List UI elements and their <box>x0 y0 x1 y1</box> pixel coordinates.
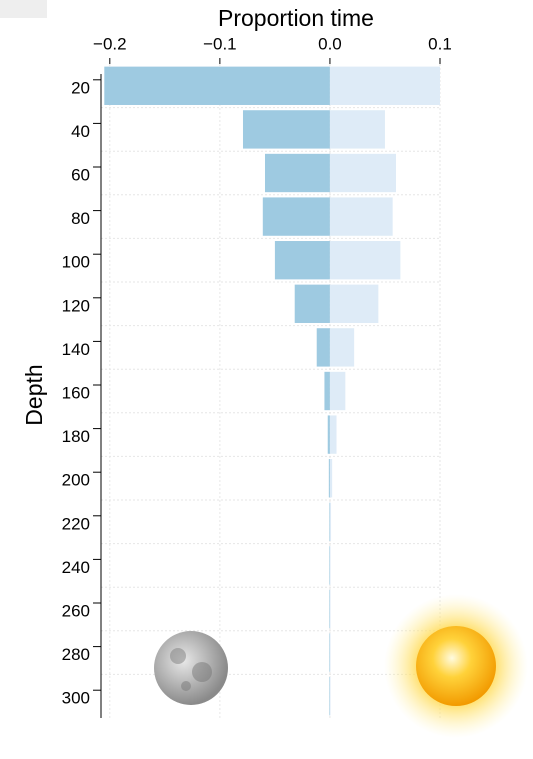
bar <box>316 328 330 367</box>
bar <box>294 284 330 323</box>
y-axis-label: Depth <box>21 364 47 425</box>
y-tick-label: 20 <box>71 78 90 97</box>
bar <box>329 110 385 149</box>
bar <box>274 241 330 280</box>
y-tick-label: 220 <box>62 514 90 533</box>
chart-title: Proportion time <box>218 5 374 31</box>
y-tick-label: 120 <box>62 296 90 315</box>
bar <box>264 153 330 193</box>
bar <box>329 546 330 585</box>
plot: −0.2 −0.1 0.0 0.1 20 40 60 80 100 120 140 160 180 200… <box>62 34 452 718</box>
bar <box>262 197 330 236</box>
sun <box>384 594 528 738</box>
y-tick-label: 140 <box>62 340 90 359</box>
corner-patch <box>0 0 47 18</box>
bar <box>329 633 330 672</box>
bar <box>329 502 330 541</box>
bar <box>329 589 330 629</box>
bar <box>329 328 355 367</box>
bar <box>329 459 333 498</box>
bar <box>329 677 331 716</box>
bar <box>327 415 330 454</box>
y-tick-label: 80 <box>71 209 90 228</box>
x-tick-label: 0.1 <box>428 34 452 53</box>
y-tick-label: 40 <box>71 122 90 141</box>
bar <box>329 546 331 585</box>
bar <box>329 502 332 541</box>
y-tick-label: 300 <box>62 689 90 708</box>
y-tick-label: 240 <box>62 558 90 577</box>
bar <box>329 153 396 193</box>
y-tick-label: 260 <box>62 601 90 620</box>
bar <box>324 371 330 411</box>
bar <box>329 66 440 105</box>
bar <box>329 633 331 672</box>
bar <box>329 241 401 280</box>
x-tick-label: 0.0 <box>318 34 342 53</box>
moon <box>154 631 228 705</box>
bar <box>242 110 330 149</box>
bar <box>328 459 330 498</box>
y-tick-label: 280 <box>62 645 90 664</box>
y-tick-label: 180 <box>62 427 90 446</box>
bar <box>104 66 330 105</box>
bar <box>329 284 379 323</box>
bar <box>329 677 330 716</box>
y-tick-label: 200 <box>62 471 90 490</box>
y-tick-label: 160 <box>62 383 90 402</box>
y-tick-label: 100 <box>62 253 90 272</box>
x-tick-label: −0.2 <box>93 34 127 53</box>
y-tick-label: 60 <box>71 165 90 184</box>
bar <box>329 371 346 411</box>
bar <box>329 197 393 236</box>
bar <box>329 589 331 629</box>
bar <box>329 415 337 454</box>
x-tick-label: −0.1 <box>203 34 237 53</box>
